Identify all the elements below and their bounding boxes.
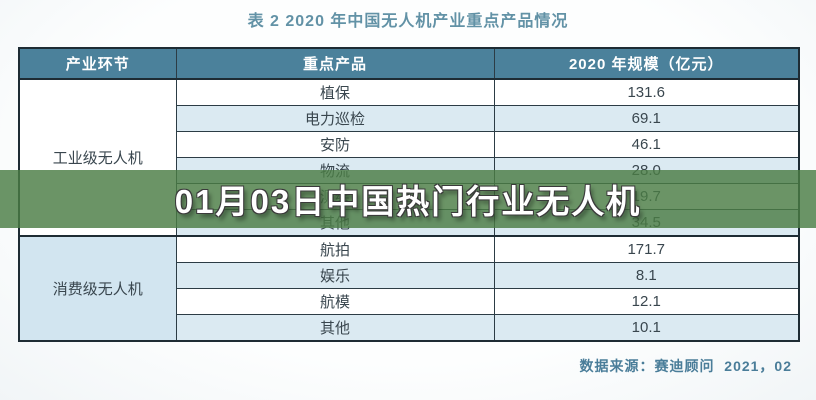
table-row: 消费级无人机 航拍 171.7 <box>18 235 800 342</box>
header-cell-category: 产业环节 <box>18 47 177 80</box>
table-header: 产业环节 重点产品 2020 年规模（亿元） <box>18 47 800 80</box>
product-cell: 航拍 <box>175 235 495 263</box>
header-row: 产业环节 重点产品 2020 年规模（亿元） <box>18 47 800 80</box>
value-cell: 8.1 <box>493 262 800 289</box>
product-cell: 安防 <box>175 131 495 158</box>
product-cell: 航模 <box>175 288 495 315</box>
value-cell: 10.1 <box>493 314 800 342</box>
table-row: 安防 46.1 <box>19 131 800 158</box>
table-title: 表 2 2020 年中国无人机产业重点产品情况 <box>247 13 569 30</box>
table-row: 其他 10.1 <box>19 314 800 342</box>
data-source-note: 数据来源：赛迪顾问 2021，02 <box>579 358 792 374</box>
product-cell: 其他 <box>175 314 495 342</box>
table-row: 工业级无人机 植保 131.6 <box>18 78 800 237</box>
product-cell: 电力巡检 <box>175 105 495 132</box>
table-row: 航模 12.1 <box>19 288 800 315</box>
product-cell: 娱乐 <box>175 262 495 289</box>
value-cell: 131.6 <box>493 78 800 106</box>
header-cell-scale: 2020 年规模（亿元） <box>493 47 800 80</box>
value-cell: 46.1 <box>493 131 800 158</box>
overlay-banner: 01月03日中国热门行业无人机 <box>0 170 816 228</box>
header-cell-product: 重点产品 <box>175 47 495 80</box>
value-cell: 171.7 <box>493 235 800 263</box>
table-row: 娱乐 8.1 <box>19 262 800 289</box>
value-cell: 12.1 <box>493 288 800 315</box>
product-cell: 植保 <box>175 78 495 106</box>
overlay-banner-text: 01月03日中国热门行业无人机 <box>174 183 642 220</box>
category-cell-consumer: 消费级无人机 <box>18 235 177 342</box>
value-cell: 69.1 <box>493 105 800 132</box>
